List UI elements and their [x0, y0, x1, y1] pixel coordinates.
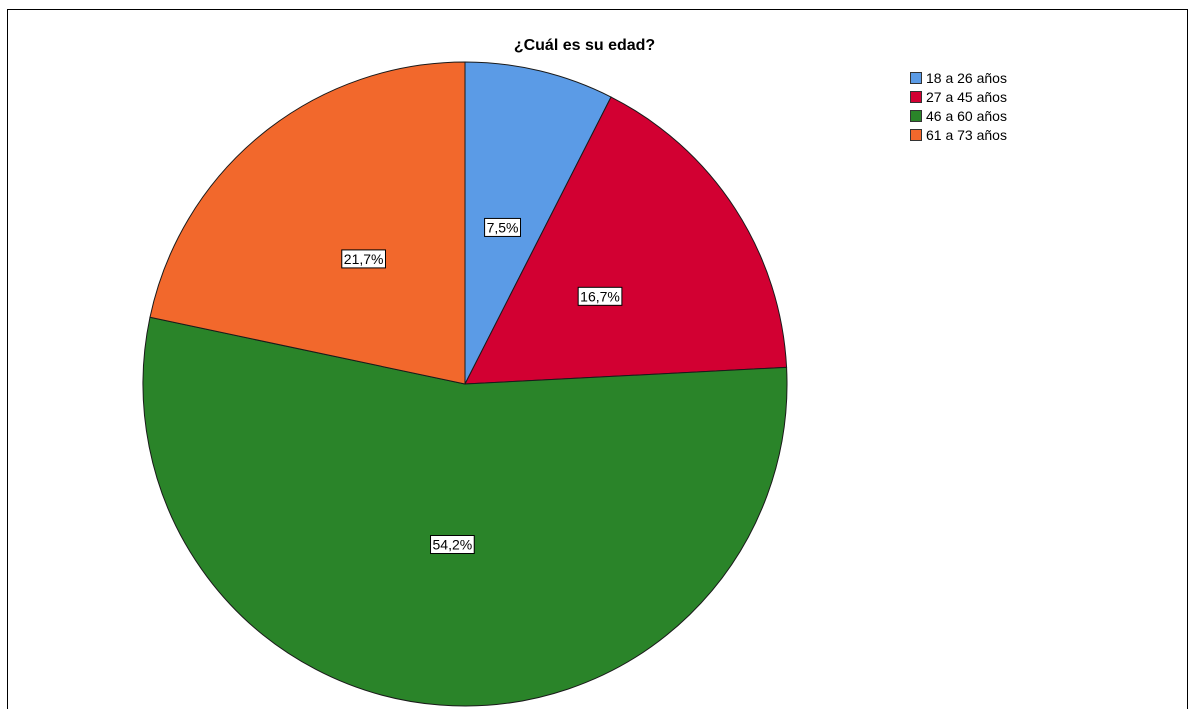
legend-item-4: 61 a 73 años: [910, 125, 1007, 144]
pie-slice-1: [464, 61, 612, 385]
legend-swatch-2: [910, 90, 922, 103]
legend: 18 a 26 años 27 a 45 años 46 a 60 años 61 a…: [910, 68, 1007, 144]
chart-title: ¿Cuál es su edad?: [513, 37, 656, 54]
data-label-box-4: [341, 249, 386, 269]
data-label-2: 16,7%: [577, 286, 623, 306]
legend-item-3: 46 a 60 años: [910, 106, 1007, 125]
data-label-3: 54,2%: [430, 535, 475, 555]
pie-slice-4: [149, 61, 466, 385]
data-label-text-3: 54,2%: [433, 537, 473, 553]
legend-swatch-4: [910, 128, 922, 141]
legend-label-1: 18 a 26 años: [926, 69, 1007, 86]
pie-slice-3: [142, 316, 788, 707]
data-label-text-1: 7,5%: [487, 219, 519, 235]
chart-frame: ¿Cuál es su edad? 7,5% 16,7% 54,2% 21,7% 18…: [7, 9, 1188, 709]
legend-swatch-1: [910, 71, 922, 84]
pie-chart: 7,5% 16,7% 54,2% 21,7%: [142, 61, 788, 707]
data-label-1: 7,5%: [484, 217, 522, 237]
legend-item-2: 27 a 45 años: [910, 87, 1007, 106]
pie-slice-2: [464, 96, 788, 385]
data-label-text-2: 16,7%: [580, 288, 620, 304]
data-label-text-4: 21,7%: [344, 251, 384, 267]
data-label-box-3: [430, 535, 475, 555]
data-label-box-1: [484, 217, 522, 237]
legend-label-4: 61 a 73 años: [926, 126, 1007, 143]
data-label-box-2: [577, 286, 623, 306]
data-label-4: 21,7%: [341, 249, 386, 269]
legend-label-3: 46 a 60 años: [926, 107, 1007, 124]
legend-item-1: 18 a 26 años: [910, 68, 1007, 87]
legend-label-2: 27 a 45 años: [926, 88, 1007, 105]
legend-swatch-3: [910, 109, 922, 122]
